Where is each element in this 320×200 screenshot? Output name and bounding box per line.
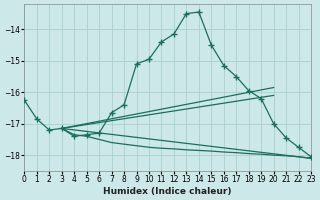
X-axis label: Humidex (Indice chaleur): Humidex (Indice chaleur) [103,187,232,196]
